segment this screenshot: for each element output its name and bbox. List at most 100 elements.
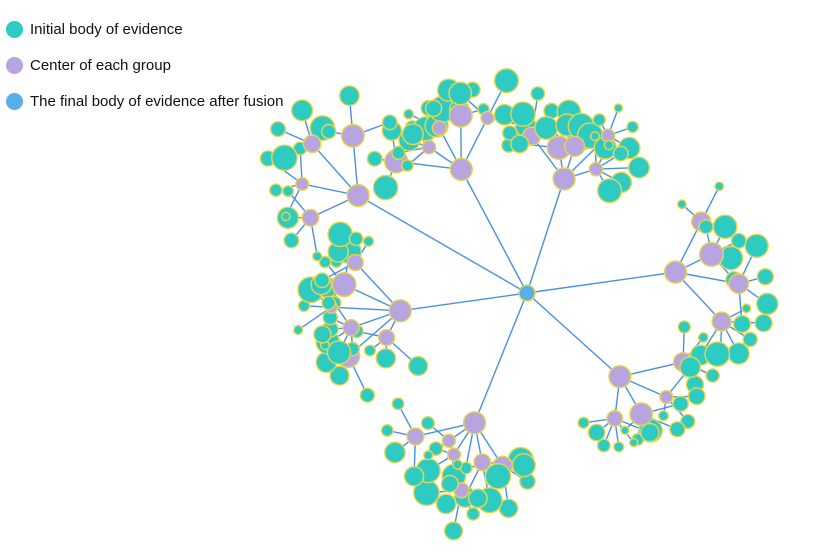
group-center-node <box>331 272 357 298</box>
group-center-node <box>388 299 412 323</box>
initial-evidence-node <box>698 219 714 235</box>
edge-root-to-hub <box>400 292 528 312</box>
initial-evidence-node <box>420 416 435 431</box>
group-center-node <box>302 134 322 154</box>
initial-evidence-node <box>612 145 629 162</box>
initial-evidence-node <box>501 125 518 141</box>
group-center-node <box>449 157 473 182</box>
initial-evidence-node <box>321 295 336 311</box>
initial-evidence-node <box>282 185 295 198</box>
initial-evidence-node <box>401 123 424 146</box>
initial-evidence-node <box>603 139 615 151</box>
initial-evidence-node <box>727 342 750 365</box>
initial-evidence-node <box>338 85 360 107</box>
initial-evidence-node <box>391 397 405 411</box>
initial-evidence-node <box>403 108 415 120</box>
group-center-node <box>448 103 473 128</box>
group-center-node <box>473 453 492 472</box>
initial-evidence-node <box>484 462 512 490</box>
initial-evidence-node <box>348 231 364 247</box>
initial-evidence-node <box>742 331 758 348</box>
legend-item-final-evidence: The final body of evidence after fusion <box>6 90 284 112</box>
initial-evidence-node <box>403 465 425 487</box>
edge-root-to-hub <box>526 178 565 294</box>
legend-label-initial-evidence: Initial body of evidence <box>30 20 183 38</box>
initial-evidence-node <box>381 114 398 131</box>
initial-evidence-node <box>283 232 300 249</box>
initial-evidence-node <box>534 115 559 140</box>
initial-evidence-node <box>530 86 546 102</box>
initial-evidence-node <box>313 325 332 344</box>
initial-evidence-node <box>401 159 414 172</box>
initial-evidence-node <box>466 506 481 521</box>
initial-evidence-node <box>732 314 752 334</box>
initial-evidence-node <box>596 178 623 204</box>
group-center-node <box>462 411 487 435</box>
group-center-node <box>342 318 360 337</box>
legend-item-initial-evidence: Initial body of evidence <box>6 18 284 40</box>
initial-evidence-node <box>510 101 536 128</box>
initial-evidence-node <box>314 272 331 289</box>
legend: Initial body of evidence Center of each … <box>6 18 284 126</box>
initial-evidence-node <box>326 340 352 365</box>
initial-evidence-node <box>587 423 606 442</box>
group-center-node <box>441 433 457 449</box>
initial-evidence-node <box>620 425 630 436</box>
initial-evidence-node <box>577 416 590 429</box>
initial-evidence-node <box>467 488 488 509</box>
initial-evidence-node <box>687 387 706 406</box>
initial-evidence-node <box>363 344 377 357</box>
initial-evidence-node <box>755 292 779 316</box>
initial-evidence-node <box>669 421 686 438</box>
initial-evidence-node <box>292 324 304 336</box>
group-center-node <box>295 176 310 191</box>
group-center-node <box>606 409 624 427</box>
initial-evidence-node <box>714 181 725 192</box>
initial-evidence-node <box>327 221 354 248</box>
initial-evidence-node <box>754 313 773 333</box>
group-center-node <box>564 135 586 158</box>
initial-evidence-node <box>704 341 731 368</box>
initial-evidence-node <box>359 387 376 403</box>
initial-evidence-node <box>452 459 463 470</box>
initial-evidence-node <box>741 303 752 314</box>
initial-evidence-node <box>384 441 406 464</box>
group-center-node <box>663 260 688 284</box>
legend-swatch-initial-evidence <box>6 20 23 38</box>
group-center-node <box>406 427 425 446</box>
legend-swatch-group-center <box>6 56 23 74</box>
group-center-node <box>629 402 654 427</box>
initial-evidence-node <box>329 365 350 386</box>
initial-evidence-node <box>269 121 287 138</box>
initial-evidence-node <box>510 134 530 154</box>
edge-root-to-hub <box>526 271 676 294</box>
initial-evidence-node <box>626 120 639 134</box>
initial-evidence-node <box>677 320 692 334</box>
initial-evidence-node <box>613 103 624 113</box>
legend-item-group-center: Center of each group <box>6 54 284 76</box>
initial-evidence-node <box>628 437 639 448</box>
group-center-node <box>711 311 732 332</box>
group-center-node <box>301 208 320 227</box>
edge-root-to-hub <box>460 169 528 294</box>
initial-evidence-node <box>744 233 769 259</box>
initial-evidence-node <box>627 156 651 179</box>
initial-evidence-node <box>493 68 520 94</box>
initial-evidence-node <box>391 145 406 161</box>
group-center-node <box>728 273 750 295</box>
group-center-node <box>340 123 365 148</box>
initial-evidence-node <box>657 410 669 422</box>
node-layer <box>259 68 779 541</box>
initial-evidence-node <box>680 413 696 430</box>
initial-evidence-node <box>271 144 298 172</box>
initial-evidence-node <box>596 438 611 453</box>
initial-evidence-node <box>756 267 775 286</box>
final-evidence-node <box>518 284 536 302</box>
initial-evidence-node <box>380 423 394 437</box>
initial-evidence-node <box>589 131 600 142</box>
initial-evidence-node <box>448 81 473 106</box>
initial-evidence-node <box>613 441 625 453</box>
group-center-node <box>659 389 674 405</box>
